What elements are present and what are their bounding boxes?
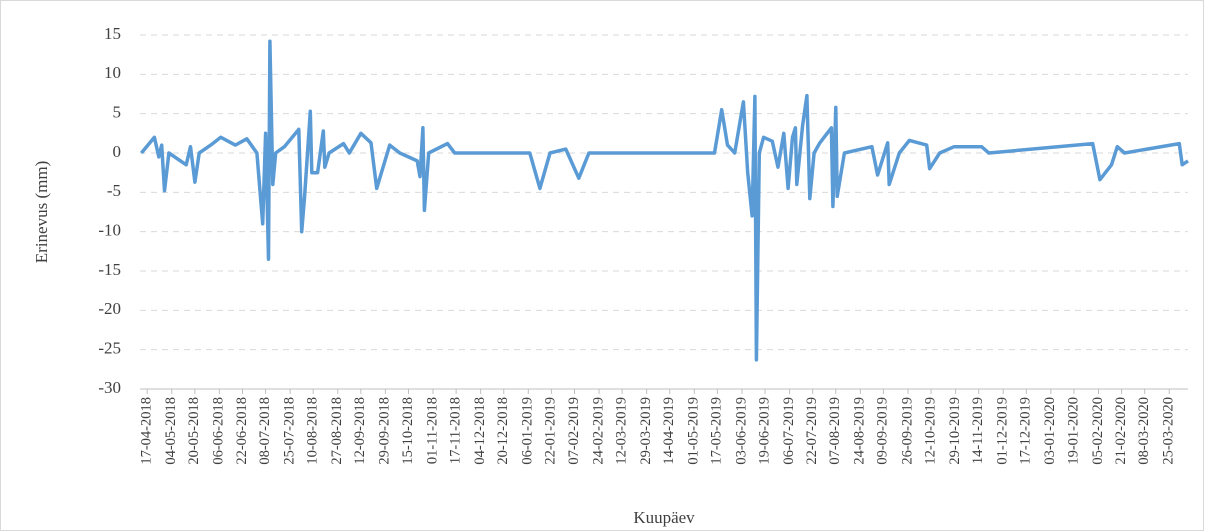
x-tick-label: 17-11-2018 bbox=[447, 397, 463, 464]
x-tick-label: 03-01-2020 bbox=[1042, 397, 1058, 465]
y-tick-label: 15 bbox=[104, 24, 121, 43]
x-tick-label: 14-04-2019 bbox=[661, 397, 677, 465]
x-tick-label: 24-08-2019 bbox=[852, 397, 868, 465]
x-tick-label: 22-06-2018 bbox=[234, 397, 250, 465]
y-tick-label: 0 bbox=[113, 142, 122, 161]
x-tick-label: 12-10-2019 bbox=[922, 397, 938, 465]
x-tick-label: 09-09-2019 bbox=[875, 397, 891, 465]
x-tick-label: 17-05-2019 bbox=[709, 397, 725, 465]
y-tick-label: 5 bbox=[113, 103, 122, 122]
x-tick-label: 19-06-2019 bbox=[756, 397, 772, 465]
y-axis-title: Erinevus (mm) bbox=[32, 161, 51, 263]
y-tick-label: -20 bbox=[98, 299, 121, 318]
data-line bbox=[140, 39, 1189, 362]
x-tick-label: 08-07-2018 bbox=[257, 397, 273, 465]
x-tick-label: 12-09-2018 bbox=[352, 397, 368, 465]
x-tick-label: 01-11-2018 bbox=[424, 397, 440, 464]
x-tick-label: 17-12-2019 bbox=[1018, 397, 1034, 465]
x-tick-label: 06-01-2019 bbox=[520, 397, 536, 465]
x-tick-label: 15-10-2018 bbox=[400, 397, 416, 465]
x-tick-label: 08-03-2020 bbox=[1136, 397, 1152, 465]
x-tick-label: 25-03-2020 bbox=[1161, 397, 1177, 465]
x-tick-label: 22-07-2019 bbox=[804, 397, 820, 465]
y-tick-label: -25 bbox=[98, 339, 121, 358]
x-tick-label: 29-09-2018 bbox=[377, 397, 393, 465]
x-tick-label: 29-10-2019 bbox=[947, 397, 963, 465]
x-tick-label: 07-08-2019 bbox=[827, 397, 843, 465]
x-axis-title: Kuupäev bbox=[633, 508, 695, 527]
x-tick-label: 26-09-2019 bbox=[899, 397, 915, 465]
x-tick-label: 03-06-2019 bbox=[733, 397, 749, 465]
x-tick-label: 06-07-2019 bbox=[781, 397, 797, 465]
y-tick-label: -10 bbox=[98, 221, 121, 240]
x-tick-label: 20-05-2018 bbox=[186, 397, 202, 465]
y-tick-label: 10 bbox=[104, 63, 121, 82]
x-tick-label: 14-11-2019 bbox=[970, 397, 986, 464]
x-tick-label: 25-07-2018 bbox=[281, 397, 297, 465]
x-tick-label: 12-03-2019 bbox=[613, 397, 629, 465]
x-tick-label: 05-02-2020 bbox=[1090, 397, 1106, 465]
x-tick-label: 07-02-2019 bbox=[566, 397, 582, 465]
y-tick-label: -5 bbox=[107, 181, 121, 200]
x-tick-label: 01-12-2019 bbox=[995, 397, 1011, 465]
x-tick-label: 10-08-2018 bbox=[305, 397, 321, 465]
x-tick-label: 21-02-2020 bbox=[1113, 397, 1129, 465]
x-tick-label: 22-01-2019 bbox=[543, 397, 559, 465]
x-tick-label: 24-02-2019 bbox=[590, 397, 606, 465]
x-tick-label: 04-12-2018 bbox=[472, 397, 488, 465]
y-tick-label: -30 bbox=[98, 378, 121, 397]
x-tick-label: 29-03-2019 bbox=[638, 397, 654, 465]
x-tick-label: 04-05-2018 bbox=[163, 397, 179, 465]
x-tick-label: 19-01-2020 bbox=[1065, 397, 1081, 465]
x-tick-label: 01-05-2019 bbox=[686, 397, 702, 465]
x-tick-label: 27-08-2018 bbox=[329, 397, 345, 465]
x-tick-label: 20-12-2018 bbox=[495, 397, 511, 465]
x-tick-label: 06-06-2018 bbox=[211, 397, 227, 465]
x-tick-label: 17-04-2018 bbox=[139, 397, 155, 465]
y-tick-label: -15 bbox=[98, 260, 121, 279]
